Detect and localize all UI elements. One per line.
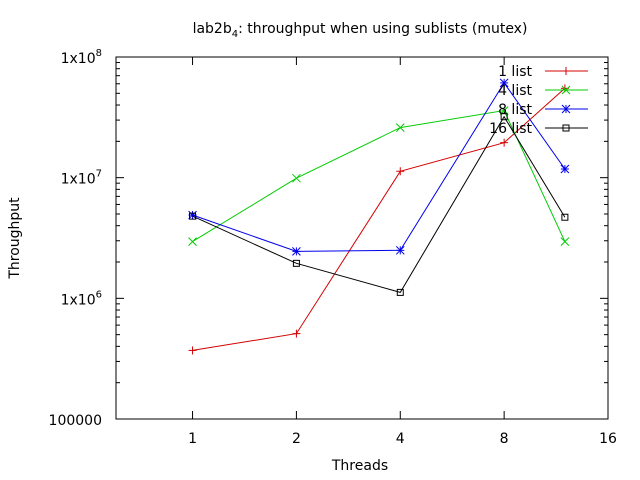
data-point bbox=[396, 288, 404, 296]
data-point bbox=[499, 78, 509, 88]
y-axis: 100000 1x106 1x107 1x108 bbox=[49, 48, 608, 429]
data-point bbox=[561, 213, 569, 221]
data-point bbox=[189, 212, 197, 220]
data-point bbox=[500, 113, 508, 121]
data-point bbox=[500, 138, 509, 147]
data-point bbox=[562, 67, 570, 75]
data-point bbox=[188, 237, 197, 246]
series-layer bbox=[188, 78, 570, 355]
x-tick-label: 2 bbox=[292, 431, 301, 447]
y-tick-label: 1x107 bbox=[61, 169, 102, 188]
data-point bbox=[292, 247, 301, 256]
legend-label: 8 list bbox=[498, 102, 532, 118]
x-tick-label: 8 bbox=[500, 431, 509, 447]
data-point bbox=[560, 164, 570, 174]
data-point bbox=[560, 237, 570, 246]
data-point bbox=[292, 173, 301, 183]
y-tick-label: 1x108 bbox=[61, 48, 102, 67]
data-point bbox=[395, 123, 405, 132]
y-axis-label: Throughput bbox=[7, 197, 23, 280]
legend: 1 list 4 list 8 list 16 list bbox=[489, 64, 588, 137]
data-point bbox=[292, 329, 301, 338]
data-point bbox=[499, 106, 509, 115]
x-tick-label: 1 bbox=[188, 431, 197, 447]
x-tick-label: 16 bbox=[599, 431, 617, 447]
data-point bbox=[562, 124, 570, 132]
data-point bbox=[188, 346, 197, 355]
series-line-4 bbox=[192, 115, 566, 293]
plot-area-border bbox=[115, 56, 609, 420]
legend-label: 1 list bbox=[498, 64, 532, 80]
x-tick-label: 4 bbox=[396, 431, 405, 447]
y-tick-label: 1x106 bbox=[61, 289, 102, 308]
legend-label: 16 list bbox=[489, 121, 532, 137]
data-point bbox=[396, 167, 405, 176]
data-point bbox=[292, 259, 300, 267]
x-axis: 1 2 4 8 16 bbox=[188, 57, 617, 447]
chart-title: lab2b4: throughput when using sublists (… bbox=[193, 21, 528, 40]
y-tick-label: 100000 bbox=[49, 413, 102, 429]
data-point bbox=[561, 85, 571, 95]
x-axis-label: Threads bbox=[331, 458, 388, 474]
data-point bbox=[395, 245, 405, 255]
legend-label: 4 list bbox=[498, 83, 532, 99]
data-point bbox=[561, 104, 571, 114]
